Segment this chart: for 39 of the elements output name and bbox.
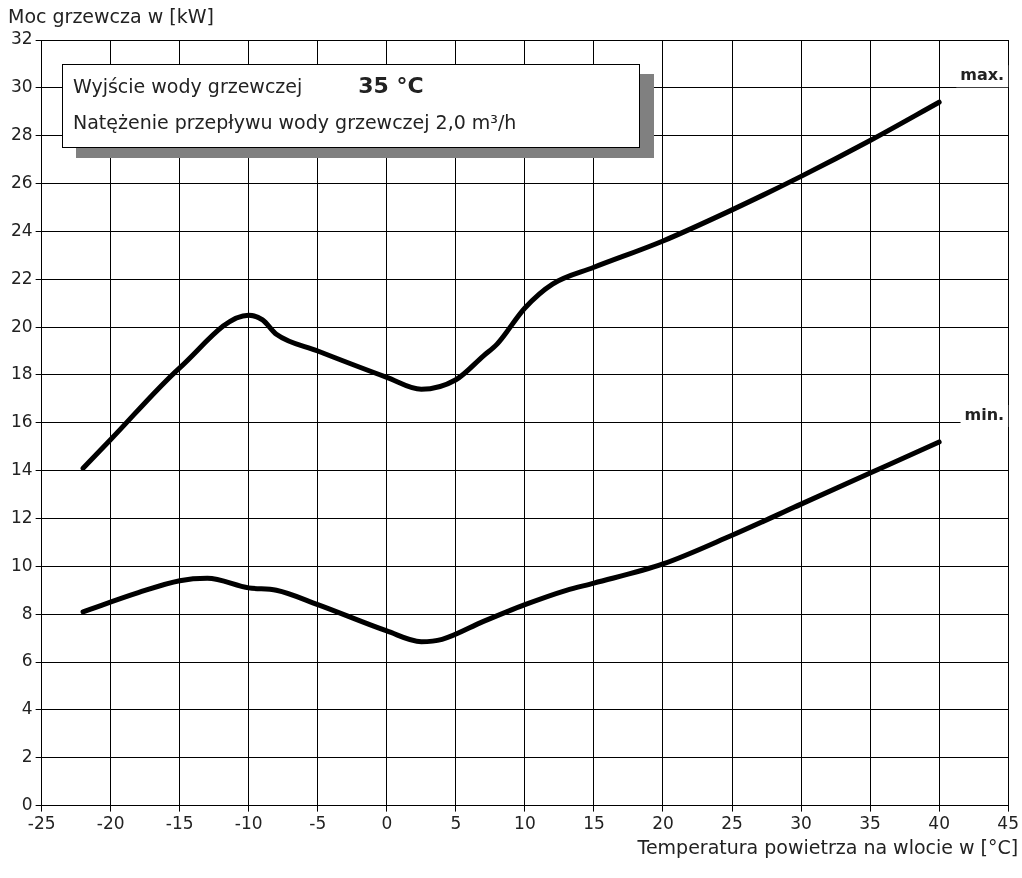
x-tick-label: 45 [997, 813, 1019, 834]
y-tick-label: 24 [10, 219, 33, 240]
x-tick-label: 5 [450, 813, 462, 834]
y-tick-label: 22 [10, 267, 33, 288]
annotation: 35 °C [358, 73, 424, 98]
x-tick-label: 0 [381, 813, 393, 834]
series-label: min. [964, 405, 1005, 425]
y-tick-label: 26 [10, 171, 33, 192]
y-tick-label: 4 [21, 698, 33, 719]
y-tick-label: 18 [10, 363, 33, 384]
x-tick-label: 15 [583, 813, 605, 834]
y-axis-title: Moc grzewcza w [kW] [8, 5, 214, 28]
x-tick-label: 25 [721, 813, 743, 834]
x-tick-label: 40 [928, 813, 950, 834]
x-tick-label: -10 [234, 813, 263, 834]
y-tick-label: 32 [10, 28, 33, 49]
x-tick-label: 10 [514, 813, 536, 834]
x-tick-label: 35 [859, 813, 881, 834]
x-tick-label: -25 [27, 813, 56, 834]
x-tick-label: -5 [309, 813, 327, 834]
annotation: Natężenie przepływu wody grzewczej 2,0 m³/h [73, 111, 517, 133]
x-tick-label: -20 [96, 813, 125, 834]
y-tick-label: 16 [10, 411, 33, 432]
y-tick-label: 2 [21, 746, 33, 767]
y-tick-label: 20 [10, 315, 33, 336]
x-tick-label: 30 [790, 813, 812, 834]
y-tick-label: 8 [21, 602, 33, 623]
y-tick-label: 28 [10, 124, 33, 145]
x-tick-label: -15 [165, 813, 194, 834]
annotation: Wyjście wody grzewczej [73, 75, 303, 97]
y-tick-label: 14 [10, 459, 33, 480]
y-tick-label: 6 [21, 650, 33, 671]
x-axis-title: Temperatura powietrza na wlocie w [°C] [636, 836, 1019, 859]
x-tick-label: 20 [652, 813, 674, 834]
y-tick-label: 12 [10, 506, 33, 527]
y-tick-label: 10 [10, 554, 33, 575]
series-label: max. [960, 65, 1005, 85]
y-tick-label: 0 [21, 794, 33, 815]
y-tick-label: 30 [10, 76, 33, 97]
